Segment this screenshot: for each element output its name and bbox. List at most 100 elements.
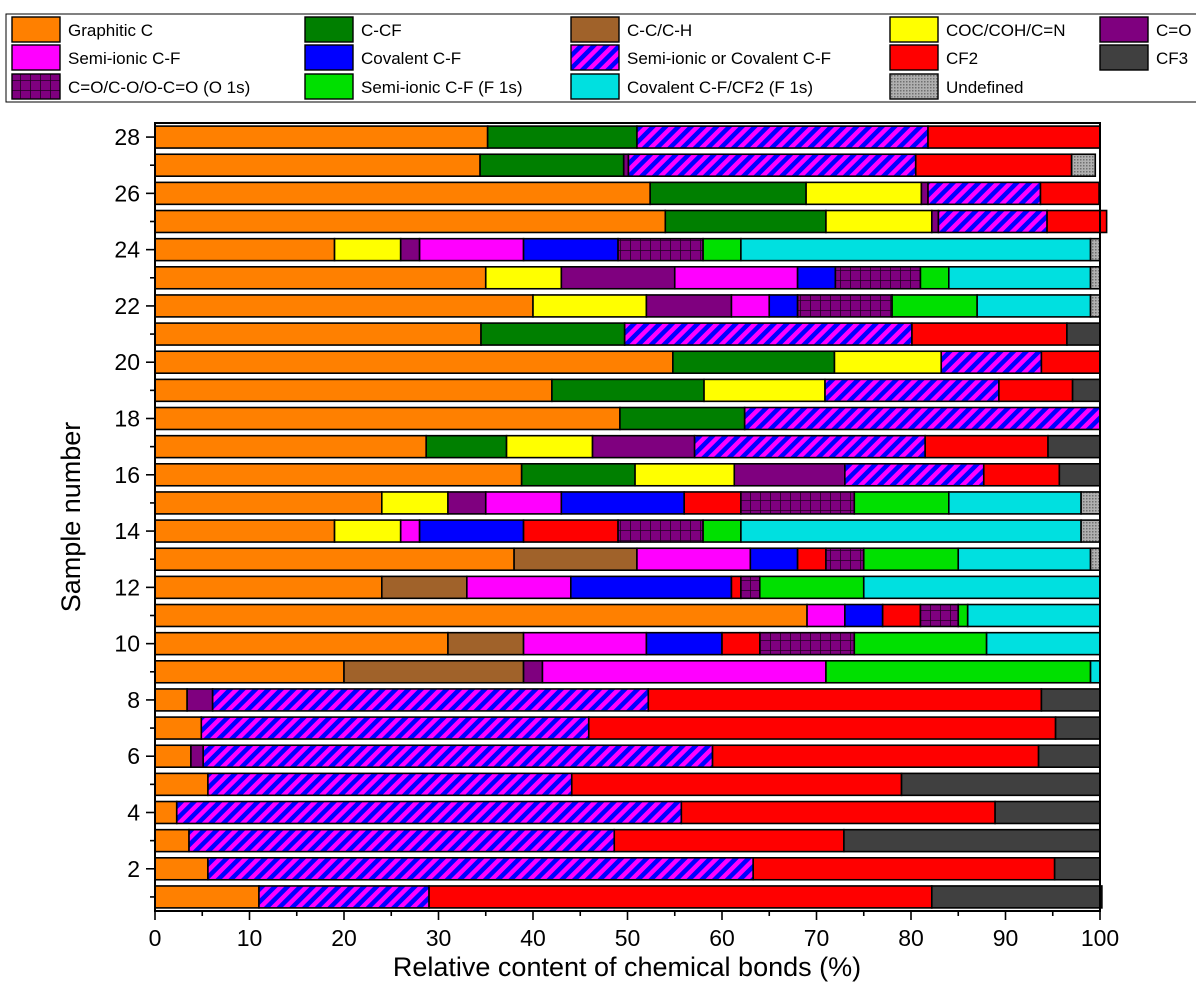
- bar-sample-25-coc: [825, 209, 933, 234]
- bar-sample-10-cf2: [721, 631, 761, 656]
- bar-sample-23-semiionic: [673, 266, 799, 290]
- x-tick-label: 10: [237, 925, 263, 951]
- bar-sample-7-semicov: [200, 716, 590, 740]
- bar-sample-16-graphitic: [154, 463, 523, 487]
- bar-sample-28-cf2: [927, 125, 1101, 149]
- bar-sample-20-ccf: [672, 350, 836, 374]
- bar-sample-6-semicov: [202, 744, 714, 768]
- bar-sample-10-covalent: [645, 631, 723, 656]
- legend-label-semiionic_f1s: Semi-ionic C-F (F 1s): [361, 78, 523, 97]
- bar-sample-9-covalent_f1s: [1089, 660, 1101, 684]
- legend-swatch-graphitic: [11, 16, 61, 43]
- bar-sample-12-cc: [380, 575, 468, 600]
- legend-swatch-co_o1s: [11, 73, 61, 100]
- bar-sample-18-semicov: [743, 406, 1101, 431]
- bar-sample-24-co_o1s: [617, 237, 704, 262]
- bar-sample-10-covalent_f1s: [985, 631, 1101, 656]
- legend-swatch-semiionic: [11, 44, 61, 71]
- bar-sample-14-semiionic_f1s: [702, 519, 742, 543]
- bar-sample-25-ccf: [664, 209, 827, 234]
- bar-sample-26-cf2: [1039, 181, 1100, 206]
- bar-sample-14-undefined: [1080, 519, 1101, 543]
- bar-sample-10-cc: [447, 631, 525, 656]
- bar-sample-5-semicov: [207, 772, 573, 797]
- bar-sample-15-semiionic_f1s: [853, 491, 950, 515]
- bar-sample-8-semicov: [211, 688, 650, 712]
- bar-sample-13-graphitic: [154, 547, 515, 571]
- bar-sample-12-semiionic_f1s: [758, 575, 865, 600]
- bar-sample-27-graphitic: [154, 153, 481, 177]
- bar-sample-25-semicov: [937, 209, 1048, 234]
- bar-sample-20-graphitic: [154, 350, 674, 374]
- bar-sample-9-cc: [343, 660, 525, 684]
- bar-sample-12-cf2: [730, 575, 742, 600]
- y-tick-label: 10: [114, 631, 140, 657]
- bar-sample-27-ccf: [479, 153, 625, 177]
- bar-sample-17-graphitic: [154, 434, 428, 459]
- legend-swatch-covalent: [304, 44, 354, 71]
- x-tick-label: 60: [709, 925, 735, 951]
- y-tick-label: 28: [114, 124, 140, 150]
- x-axis: 0 10 20 30 40 50 60 70 80 90 100: [149, 911, 1119, 951]
- legend-box: [5, 13, 1196, 103]
- bar-sample-25-graphitic: [154, 209, 667, 234]
- bar-sample-22-graphitic: [154, 294, 534, 318]
- bar-sample-16-semicov: [844, 463, 985, 487]
- bar-sample-19-graphitic: [154, 378, 553, 403]
- bar-sample-24-graphitic: [154, 237, 336, 262]
- bar-sample-1-graphitic: [154, 885, 260, 909]
- y-axis-title: Sample number: [56, 422, 86, 613]
- bar-sample-14-covalent_f1s: [740, 519, 1082, 543]
- bar-sample-3-semicov: [188, 828, 616, 853]
- legend-label-cf2: CF2: [946, 49, 978, 68]
- legend-label-co: C=O: [1156, 21, 1191, 40]
- bar-sample-14-covalent: [418, 519, 525, 543]
- bar-sample-24-coc: [333, 237, 402, 262]
- bar-sample-24-co: [399, 237, 421, 262]
- bar-sample-11-graphitic: [154, 603, 808, 628]
- bar-sample-22-semiionic: [730, 294, 771, 318]
- x-tick-label: 30: [426, 925, 452, 951]
- bar-sample-3-cf2: [613, 828, 845, 853]
- bar-sample-5-cf3: [900, 772, 1101, 797]
- y-tick-label: 16: [114, 462, 140, 488]
- x-tick-label: 40: [520, 925, 546, 951]
- bar-sample-12-covalent: [569, 575, 733, 600]
- legend-label-covalent: Covalent C-F: [361, 49, 461, 68]
- bar-sample-12-covalent_f1s: [862, 575, 1101, 600]
- x-axis-title: Relative content of chemical bonds (%): [393, 952, 861, 982]
- bar-sample-26-semicov: [927, 181, 1042, 206]
- bar-sample-13-semiionic: [636, 547, 752, 571]
- bar-sample-10-co_o1s: [758, 631, 856, 656]
- y-tick-label: 18: [114, 406, 140, 432]
- bar-sample-26-graphitic: [154, 181, 651, 206]
- y-tick-label: 20: [114, 349, 140, 375]
- bar-sample-7-graphitic: [154, 716, 203, 740]
- bar-sample-5-graphitic: [154, 772, 209, 797]
- legend-label-coc: COC/COH/C=N: [946, 21, 1065, 40]
- bar-sample-6-graphitic: [154, 744, 192, 768]
- legend-swatch-coc: [889, 16, 939, 43]
- bar-sample-19-cf3: [1071, 378, 1101, 403]
- bar-sample-21-cf2: [911, 322, 1068, 346]
- bar-sample-6-cf3: [1037, 744, 1101, 768]
- bar-sample-12-semiionic: [466, 575, 572, 600]
- bar-sample-15-semiionic: [484, 491, 563, 515]
- bar-sample-12-co_o1s: [740, 575, 761, 600]
- bar-sample-17-ccf: [425, 434, 508, 459]
- bar-sample-17-cf3: [1047, 434, 1101, 459]
- bar-sample-2-cf2: [752, 857, 1056, 881]
- bar-sample-7-cf2: [587, 716, 1057, 740]
- bar-sample-15-covalent: [560, 491, 685, 515]
- bar-sample-15-undefined: [1080, 491, 1101, 515]
- legend-swatch-cf3: [1099, 44, 1149, 71]
- bar-sample-1-cf3: [930, 885, 1103, 909]
- bar-sample-14-cf2: [522, 519, 619, 543]
- bar-sample-28-ccf: [486, 125, 638, 149]
- bar-sample-19-ccf: [551, 378, 705, 403]
- bar-sample-22-co: [645, 294, 733, 318]
- bar-sample-17-semicov: [693, 434, 926, 459]
- x-tick-label: 50: [615, 925, 641, 951]
- y-tick-label: 24: [114, 237, 140, 263]
